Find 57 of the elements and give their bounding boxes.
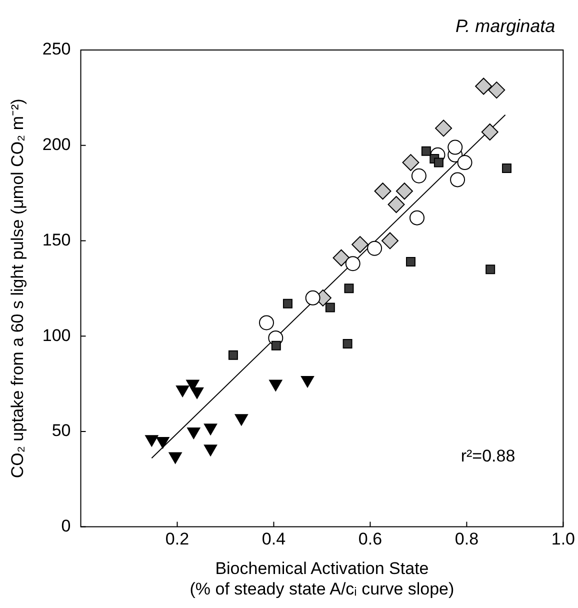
y-tick-label: 0 — [61, 516, 71, 536]
point — [457, 155, 472, 170]
point — [204, 424, 218, 436]
point — [406, 256, 416, 266]
point — [381, 232, 398, 250]
y-tick-label: 250 — [42, 40, 71, 59]
point — [325, 302, 335, 312]
point — [258, 315, 274, 330]
point — [190, 387, 204, 399]
x-tick-label: 0.2 — [165, 530, 190, 549]
x-tick-label: 1.0 — [551, 530, 576, 549]
point — [448, 140, 463, 155]
point — [156, 436, 170, 448]
point — [411, 168, 426, 184]
x-tick-label: 0.4 — [262, 530, 286, 549]
point — [282, 298, 292, 308]
point — [234, 414, 248, 426]
chart-title: P. marginata — [455, 16, 556, 36]
x-axis-title: Biochemical Activation State (% of steady state A/cᵢ curve slope) — [190, 559, 454, 598]
point — [332, 249, 350, 266]
point — [410, 210, 425, 226]
point — [352, 236, 369, 254]
point — [486, 264, 496, 274]
point — [300, 376, 314, 388]
annotation: r²=0.88 — [460, 446, 516, 466]
x-tick-label: 0.6 — [358, 530, 382, 549]
point — [187, 427, 200, 439]
point — [481, 124, 498, 141]
point — [435, 120, 452, 137]
point — [450, 172, 466, 188]
point — [145, 435, 158, 447]
point — [421, 146, 431, 156]
point — [388, 196, 405, 213]
y-tick-label: 100 — [42, 326, 71, 345]
point — [402, 154, 420, 172]
point — [475, 78, 492, 95]
point — [367, 240, 382, 256]
point — [342, 338, 352, 348]
point — [374, 182, 392, 200]
y-tick-label: 50 — [52, 421, 71, 440]
point — [176, 385, 190, 397]
point — [344, 284, 354, 294]
point — [488, 82, 506, 99]
point — [271, 340, 281, 350]
point — [168, 452, 182, 464]
y-tick-label: 200 — [42, 135, 71, 154]
point — [434, 158, 444, 168]
point — [345, 256, 360, 272]
point — [305, 290, 320, 306]
y-axis-title: CO₂ uptake from a 60 s light pulse (μmol CO₂ m⁻²) — [8, 98, 27, 478]
point — [204, 444, 218, 456]
point — [502, 164, 512, 173]
x-tick-label: 0.8 — [454, 530, 479, 549]
y-tick-label: 150 — [42, 230, 71, 250]
point — [269, 380, 282, 392]
point — [396, 182, 413, 200]
point — [228, 350, 238, 360]
